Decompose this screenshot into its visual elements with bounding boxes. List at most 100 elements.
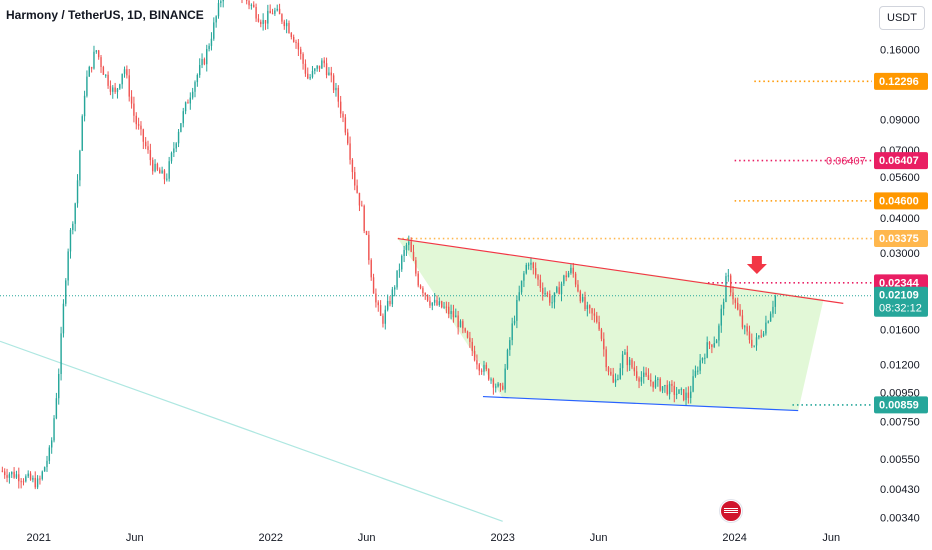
candle-body (302, 54, 304, 64)
candle-body (492, 379, 495, 388)
candle-body (318, 65, 321, 69)
candle-body (11, 471, 13, 475)
candle-body (671, 383, 673, 386)
level-inline-label: 0.06407 (826, 156, 866, 168)
candle-body (544, 293, 546, 295)
candle-body (410, 241, 412, 252)
candle-body (577, 284, 579, 292)
candle-body (370, 260, 372, 278)
x-tick-label: Jun (126, 532, 144, 544)
candle-body (323, 60, 325, 64)
candle-body (584, 296, 586, 310)
y-tick-label: 0.00340 (880, 513, 920, 525)
candle-body (300, 49, 302, 55)
candle-body (614, 379, 617, 383)
candle-body (509, 340, 511, 350)
candle-body (43, 467, 46, 472)
candle-body (191, 91, 194, 98)
candle-body (560, 283, 563, 295)
candle-body (67, 251, 69, 281)
candle-body (184, 102, 187, 112)
candle-body (363, 205, 365, 231)
y-tick-label: 0.00750 (880, 416, 920, 428)
price-tag-label: 0.00859 (879, 399, 919, 411)
candle-body (431, 302, 433, 306)
candle-body (283, 21, 285, 27)
candle-body (276, 8, 278, 11)
candle-body (729, 275, 732, 293)
price-tag-label: 0.02109 (879, 290, 919, 302)
candle-body (690, 391, 692, 398)
candle-body (105, 74, 107, 76)
candle-body (645, 372, 647, 376)
candle-body (556, 287, 558, 293)
candle-body (734, 299, 737, 303)
candle-body (572, 267, 574, 274)
candle-body (462, 321, 464, 329)
price-tag (874, 396, 928, 414)
y-tick-label: 0.03000 (880, 248, 920, 260)
candle-body (337, 87, 340, 102)
currency-button[interactable]: USDT (879, 6, 925, 30)
candle-body (126, 69, 128, 76)
candle-body (744, 326, 746, 328)
candle-body (480, 370, 483, 372)
candle-body (401, 255, 403, 270)
candle-body (173, 148, 175, 153)
candle-body (62, 303, 65, 334)
candle-body (13, 471, 15, 478)
candle-body (86, 76, 88, 96)
candle-body (314, 68, 316, 71)
candle-body (81, 116, 83, 151)
candle-body (626, 352, 629, 366)
candle-body (603, 338, 605, 350)
x-tick-label: 2024 (722, 532, 746, 544)
candle-body (281, 14, 283, 22)
candle-body (76, 180, 79, 204)
candle-body (643, 372, 645, 377)
candle-body (217, 3, 220, 17)
candle-body (55, 398, 58, 419)
candle-body (758, 335, 760, 338)
candle-body (412, 251, 415, 261)
candle-body (631, 359, 633, 368)
candle-body (513, 320, 516, 324)
us-flag-icon[interactable] (720, 500, 742, 522)
candle-body (365, 230, 368, 235)
candle-body (485, 364, 488, 370)
candle-body (558, 287, 560, 295)
candle-body (715, 340, 718, 344)
candle-body (438, 301, 441, 306)
candle-body (278, 8, 281, 15)
candle-body (706, 342, 708, 358)
price-tag (874, 230, 928, 248)
candle-body (405, 244, 408, 250)
candle-body (647, 375, 650, 380)
candle-body (292, 36, 295, 42)
candle-body (27, 473, 29, 477)
candle-body (398, 269, 401, 271)
candle-body (15, 474, 18, 478)
candle-body (426, 294, 429, 301)
candle-body (591, 308, 593, 314)
candle-body (88, 66, 90, 77)
candle-body (307, 73, 309, 79)
candle-body (417, 273, 419, 286)
candle-body (739, 309, 741, 316)
candle-body (518, 292, 520, 301)
candle-body (203, 59, 206, 65)
candle-body (393, 287, 396, 290)
candle-body (379, 305, 382, 316)
candle-body (372, 277, 375, 294)
candle-body (678, 389, 680, 394)
candle-body (8, 474, 11, 478)
candle-body (128, 75, 130, 97)
candle-body (175, 143, 177, 149)
candle-body (506, 349, 509, 369)
candle-body (682, 389, 685, 401)
candle-body (539, 279, 542, 288)
candle-body (680, 389, 683, 391)
candle-body (617, 378, 619, 380)
candle-body (581, 296, 584, 302)
